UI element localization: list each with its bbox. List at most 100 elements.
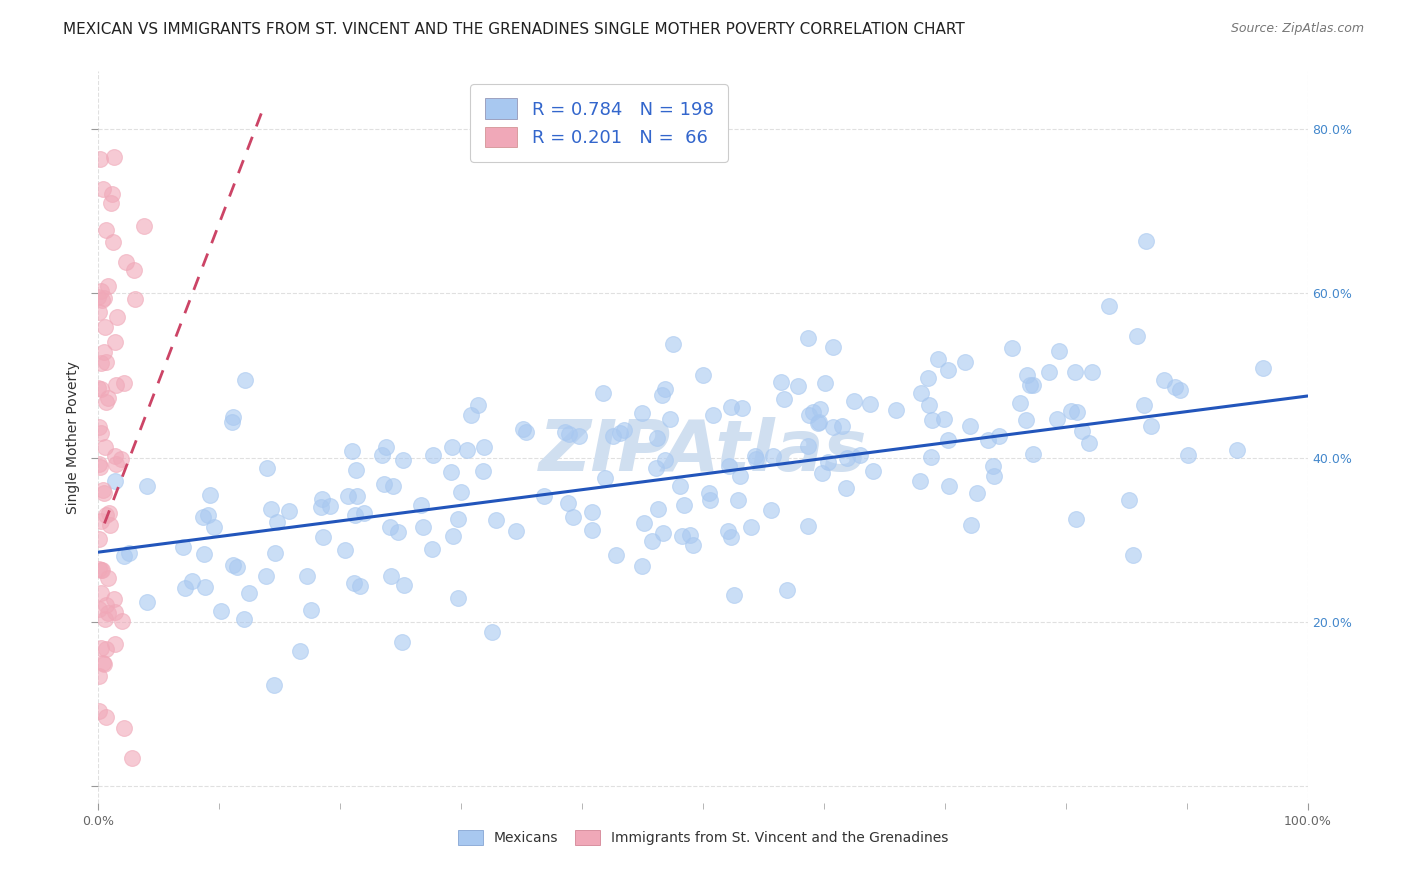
Point	[927, 352, 949, 367]
Point	[94, 355, 117, 369]
Point	[568, 429, 591, 443]
Point	[450, 485, 472, 500]
Point	[197, 508, 219, 523]
Point	[801, 405, 824, 419]
Point	[90, 563, 112, 577]
Point	[983, 469, 1005, 483]
Point	[89, 561, 111, 575]
Point	[121, 751, 143, 765]
Point	[613, 423, 636, 437]
Point	[731, 401, 754, 416]
Point	[373, 477, 395, 491]
Point	[796, 439, 818, 453]
Point	[720, 400, 742, 414]
Point	[1164, 379, 1187, 393]
Point	[718, 458, 741, 473]
Point	[135, 595, 157, 609]
Point	[936, 362, 959, 376]
Point	[89, 457, 111, 471]
Point	[202, 520, 225, 534]
Point	[349, 579, 371, 593]
Point	[720, 530, 742, 544]
Point	[797, 331, 820, 345]
Point	[301, 603, 323, 617]
Point	[375, 441, 398, 455]
Point	[104, 335, 127, 350]
Point	[309, 500, 332, 515]
Point	[222, 558, 245, 572]
Point	[1022, 447, 1045, 461]
Point	[505, 524, 527, 538]
Point	[100, 187, 122, 202]
Point	[472, 441, 495, 455]
Point	[411, 498, 433, 512]
Point	[595, 470, 617, 484]
Point	[392, 452, 415, 467]
Point	[702, 409, 724, 423]
Point	[533, 490, 555, 504]
Point	[191, 510, 214, 524]
Point	[1001, 341, 1024, 355]
Point	[977, 434, 1000, 448]
Point	[97, 391, 120, 405]
Point	[672, 498, 695, 512]
Point	[1047, 344, 1070, 359]
Point	[1098, 299, 1121, 313]
Point	[797, 408, 820, 422]
Point	[96, 642, 118, 657]
Point	[1022, 378, 1045, 392]
Point	[94, 223, 117, 237]
Point	[661, 337, 683, 351]
Point	[512, 422, 534, 436]
Point	[960, 518, 983, 533]
Point	[391, 635, 413, 649]
Point	[692, 368, 714, 382]
Point	[90, 640, 112, 655]
Point	[114, 255, 136, 269]
Point	[319, 499, 342, 513]
Point	[90, 293, 112, 307]
Point	[558, 427, 581, 442]
Point	[260, 502, 283, 516]
Point	[1014, 413, 1036, 427]
Point	[966, 486, 988, 500]
Point	[645, 461, 668, 475]
Point	[103, 591, 125, 606]
Point	[118, 546, 141, 560]
Point	[94, 441, 117, 455]
Point	[278, 504, 301, 518]
Point	[194, 580, 217, 594]
Point	[380, 569, 402, 583]
Point	[645, 431, 668, 445]
Point	[91, 656, 114, 670]
Point	[104, 458, 127, 472]
Point	[917, 371, 939, 385]
Point	[104, 636, 127, 650]
Point	[333, 542, 356, 557]
Point	[440, 465, 463, 479]
Point	[90, 356, 112, 370]
Point	[659, 412, 682, 426]
Point	[93, 657, 115, 672]
Point	[654, 382, 676, 396]
Point	[96, 598, 118, 612]
Point	[264, 545, 287, 559]
Point	[745, 452, 768, 467]
Point	[654, 453, 676, 467]
Point	[209, 604, 232, 618]
Point	[953, 355, 976, 369]
Point	[810, 402, 832, 417]
Point	[728, 469, 751, 483]
Point	[1140, 418, 1163, 433]
Point	[835, 450, 858, 465]
Point	[112, 376, 135, 391]
Point	[633, 516, 655, 530]
Point	[91, 182, 114, 196]
Point	[342, 444, 364, 458]
Point	[97, 607, 120, 621]
Point	[103, 150, 125, 164]
Point	[821, 340, 844, 354]
Point	[485, 513, 508, 527]
Point	[91, 483, 114, 497]
Point	[132, 219, 155, 233]
